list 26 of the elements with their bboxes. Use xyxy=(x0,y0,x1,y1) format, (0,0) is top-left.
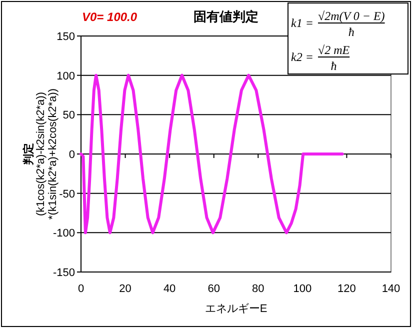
x-tick-label: 140 xyxy=(382,283,400,295)
line-series xyxy=(80,74,344,234)
text: √2m(V 0 − E) xyxy=(318,9,385,23)
x-axis-title: エネルギーE xyxy=(204,303,268,315)
y-axis-title: 判定 (k1cos(k2*a)-k2sin(k2*a)) *(k1sin(k2*a)+k2cos(k2*a)) xyxy=(22,88,59,220)
annotation: ħ xyxy=(330,59,337,73)
x-tick-label: 20 xyxy=(119,283,132,295)
x-tick-label: 60 xyxy=(208,283,220,295)
x-tick-label: 40 xyxy=(163,283,176,295)
x-tick-label: 0 xyxy=(78,283,84,295)
y-tick-label: -150 xyxy=(52,267,75,279)
text: V0= 100.0 xyxy=(82,10,138,24)
y-tick-label: -50 xyxy=(59,188,75,200)
y-tick-label: 0 xyxy=(68,149,75,161)
annotation: k2 = xyxy=(291,50,314,64)
y-tick-label: 50 xyxy=(62,110,75,122)
annotation: ħ xyxy=(348,25,354,39)
y-tick-label: 100 xyxy=(56,70,75,82)
annotation: √2 mE xyxy=(318,43,350,57)
y-tick-label: -100 xyxy=(52,228,75,240)
x-tick-label: 80 xyxy=(252,283,264,295)
text: k1 = xyxy=(291,16,314,30)
chart-title: 固有値判定 xyxy=(194,9,258,24)
x-tick-label: 120 xyxy=(338,283,356,295)
y-tick-label: 150 xyxy=(56,31,75,43)
x-tick-label: 100 xyxy=(293,283,312,295)
